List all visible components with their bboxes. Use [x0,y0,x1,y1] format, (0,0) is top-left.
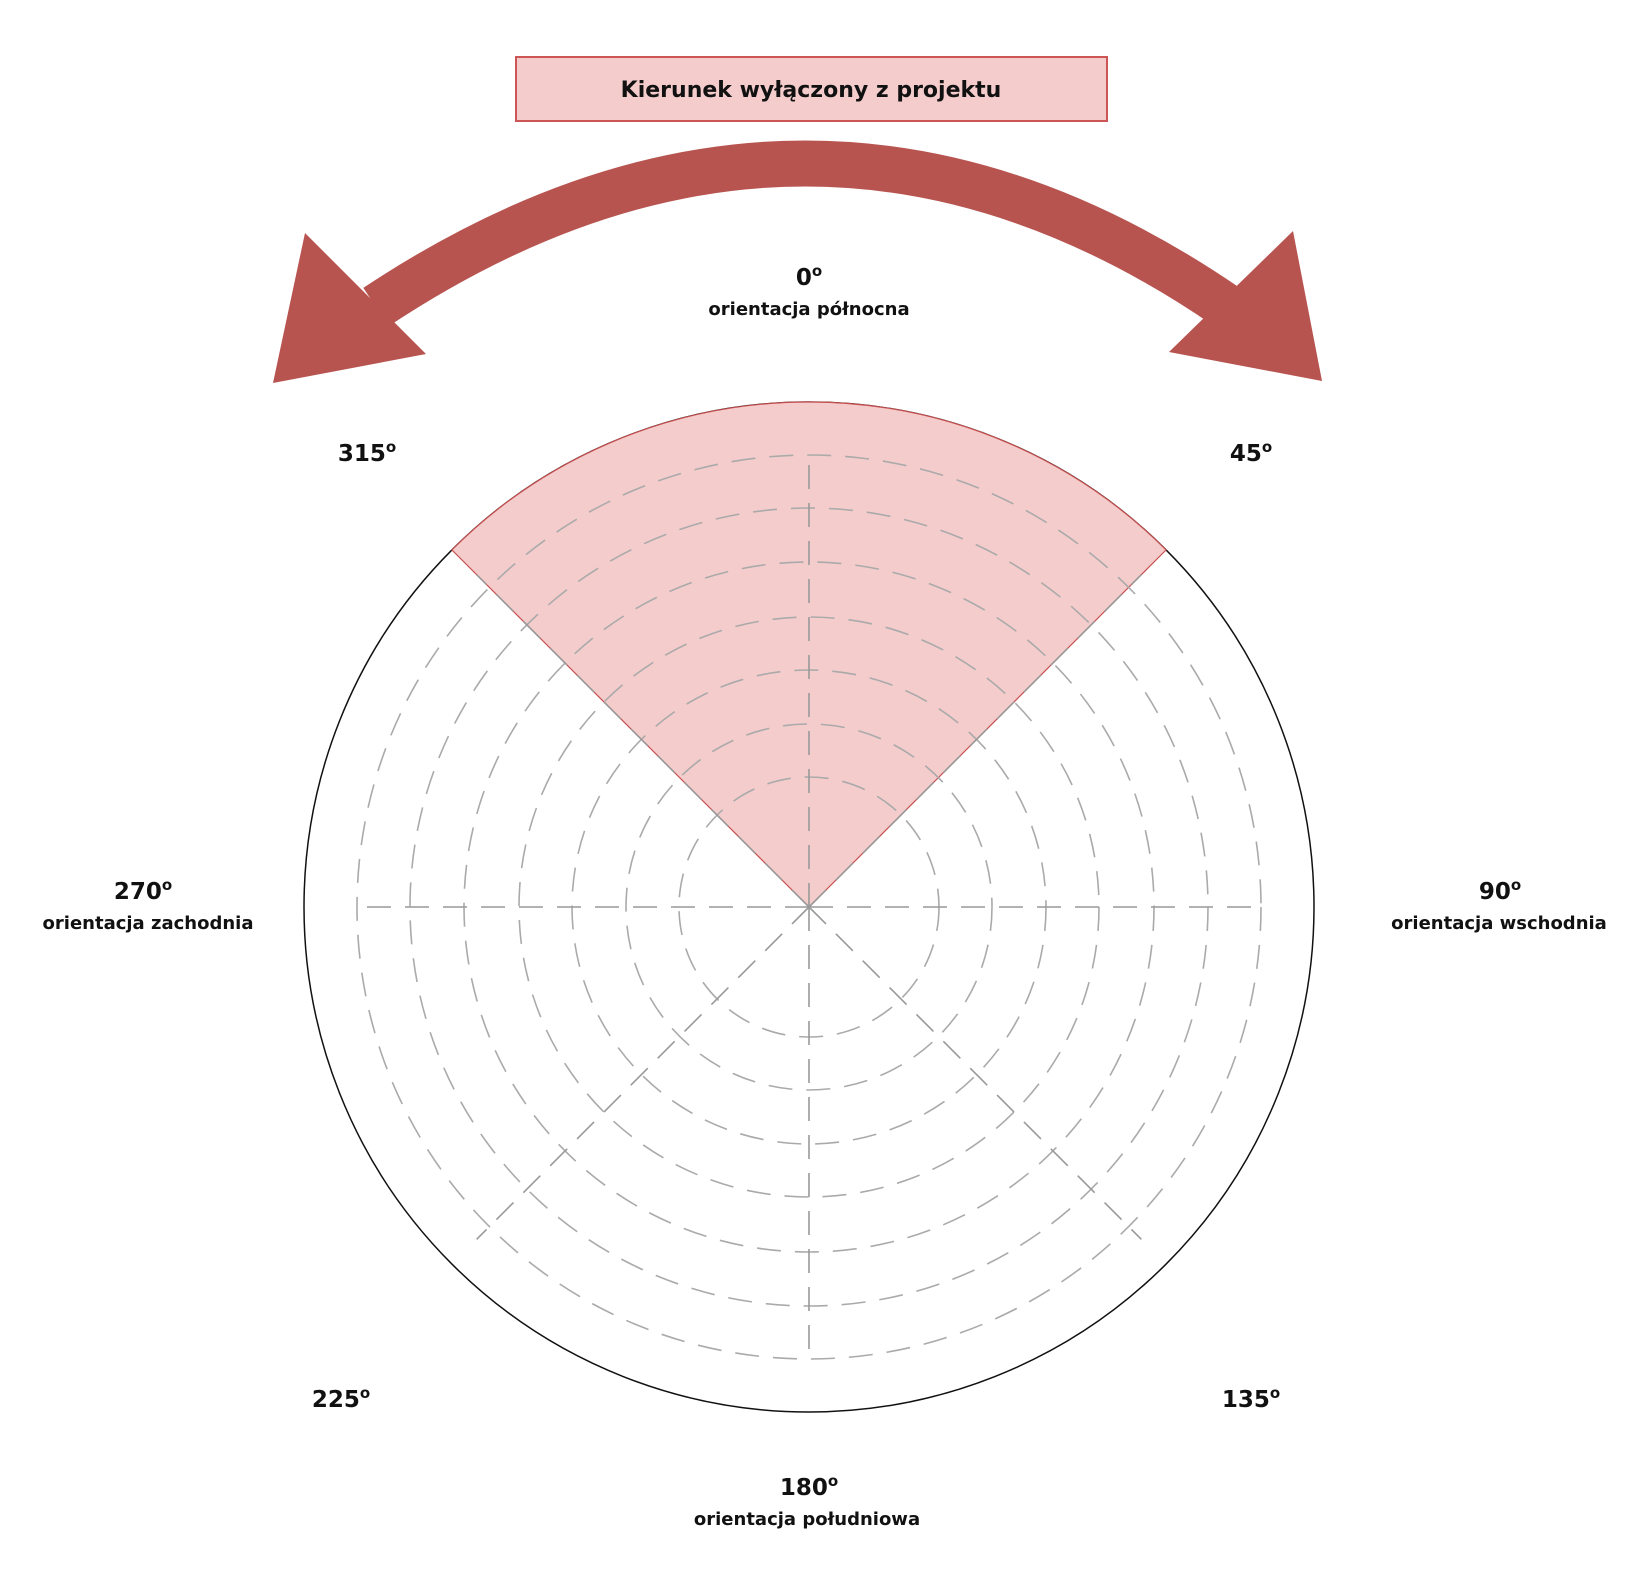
label-0-name: orientacja północna [708,299,909,320]
grid-spoke [476,906,810,1240]
arrowhead-left [273,233,426,383]
arrowhead-right [1169,231,1322,381]
label-180: 180o [780,1472,838,1501]
excluded-sector [451,401,1167,908]
label-0: 0o [796,262,822,291]
label-225: 225o [312,1384,370,1413]
grid-ring [356,454,1262,1360]
label-270: 270o [114,876,172,905]
grid-spoke [808,574,1142,908]
grid-ring [625,723,993,1091]
label-135: 135o [1222,1384,1280,1413]
legend-box [515,56,1108,122]
label-270-name: orientacja zachodnia [43,913,254,934]
grid-spoke [476,574,810,908]
double-arrow-icon [273,140,1322,383]
label-315: 315o [338,438,396,467]
label-180-name: orientacja południowa [694,1509,920,1530]
polar-grid [303,401,1315,1413]
label-45: 45o [1230,438,1272,467]
label-90: 90o [1479,876,1521,905]
grid-spoke [808,906,1142,1240]
label-90-name: orientacja wschodnia [1391,913,1607,934]
legend-label: Kierunek wyłączony z projektu [621,78,1002,103]
